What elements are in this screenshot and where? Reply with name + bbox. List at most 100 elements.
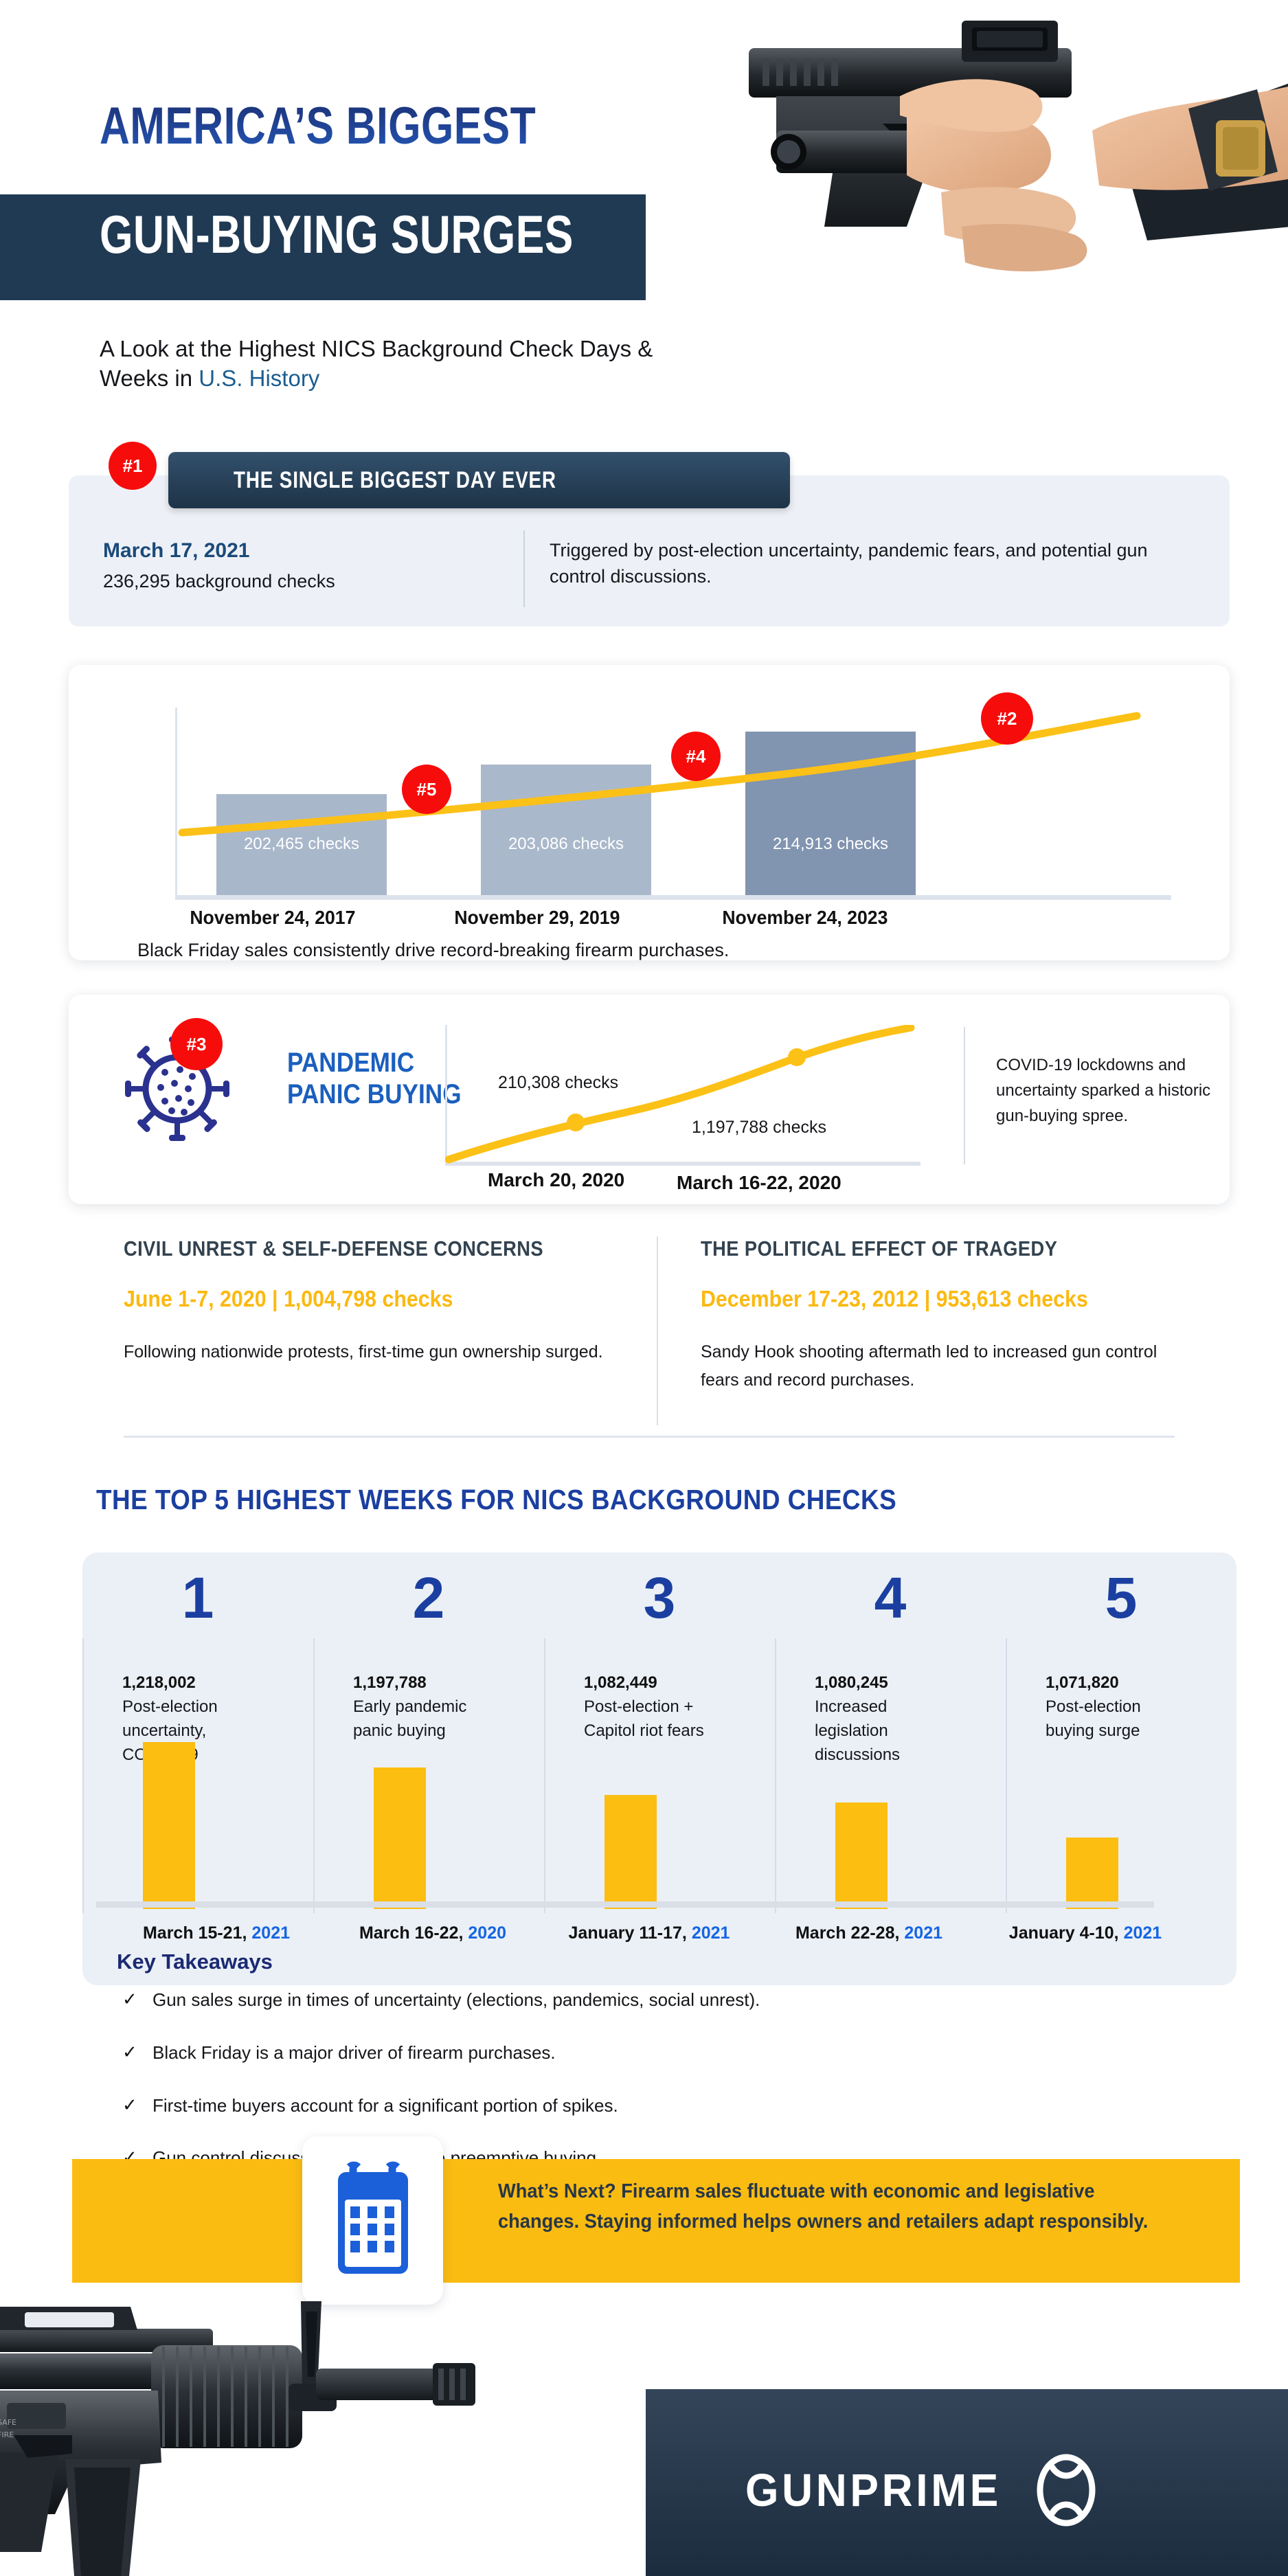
bar-2017: 202,465 checks [216,794,387,895]
rank-number-3: 3 [643,1566,676,1630]
civil-unrest-column: CIVIL UNREST & SELF-DEFENSE CONCERNS Jun… [124,1236,605,1366]
single-biggest-day-date: March 17, 2021 [103,539,250,562]
column-separator [775,1638,776,1913]
checks-desc-4: Increased legislation discussions [815,1697,901,1764]
crosshair-icon [1037,2454,1096,2527]
date-year-2: 2020 [468,1923,507,1943]
pandemic-point2-label: 1,197,788 checks [692,1118,826,1137]
top5-panel [82,1552,1236,1985]
bar-label-2019: 203,086 checks [508,835,624,853]
top5-item-3: 3 1,082,449 Post-election + Capitol riot… [544,1552,775,1985]
check-icon: ✓ [122,1989,137,2009]
single-biggest-day-header-bar: THE SINGLE BIGGEST DAY EVER [168,452,790,508]
date-label-2017: November 24, 2017 [190,907,356,928]
bar-3 [605,1795,657,1909]
date-text-5: January 4-10, [1008,1923,1124,1943]
two-column-section: CIVIL UNREST & SELF-DEFENSE CONCERNS Jun… [69,1236,1230,1443]
column-separator [313,1638,315,1913]
checks-number-1: 1,218,002 [122,1673,196,1692]
top5-date-4: March 22-28, 2021 [756,1923,982,1943]
civil-unrest-body: Following nationwide protests, first-tim… [124,1342,603,1362]
political-effect-heading: THE POLITICAL EFFECT OF TRAGEDY [701,1236,1058,1261]
date-year-5: 2021 [1123,1923,1162,1943]
logo-text: GUNPRIME [745,2464,1002,2516]
rank-badge-5: #5 [402,765,451,814]
takeaway-text-2: Black Friday is a major driver of firear… [152,2042,556,2063]
column-separator [544,1638,545,1913]
pandemic-point1-label: 210,308 checks [498,1073,619,1092]
check-icon: ✓ [122,2041,137,2062]
rank-number-1: 1 [181,1566,214,1630]
rank-number-5: 5 [1105,1566,1138,1630]
bar-5 [1066,1838,1118,1909]
takeaway-text-1: Gun sales surge in times of uncertainty … [152,1989,760,2010]
bar-4 [835,1803,888,1909]
date-label-2023: November 24, 2023 [722,907,888,928]
checks-desc-3: Post-election + Capitol riot fears [584,1697,704,1740]
x-axis [445,1162,920,1166]
date-year-4: 2021 [904,1923,943,1943]
rank-number-2: 2 [412,1566,445,1630]
black-friday-note: Black Friday sales consistently drive re… [137,940,730,960]
top5-date-1: March 15-21, 2021 [103,1923,330,1943]
single-biggest-day-stats: March 17, 2021 236,295 background checks [103,539,467,592]
top5-date-3: January 11-17, 2021 [532,1923,766,1943]
bar-label-2023: 214,913 checks [772,835,889,853]
date-text-2: March 16-22, [359,1923,468,1943]
check-icon: ✓ [122,2094,137,2115]
black-friday-chart: 202,465 checks 203,086 checks 214,913 ch… [175,708,1171,900]
pandemic-label-line1: PANDEMIC [287,1048,415,1078]
title-dark-band [0,194,646,300]
column-separator [1006,1638,1007,1913]
checks-number-3: 1,082,449 [584,1673,657,1692]
rank-number-4: 4 [874,1566,907,1630]
y-axis [445,1025,447,1164]
political-effect-stat: December 17-23, 2012 | 953,613 checks [701,1286,1088,1311]
whats-next-text: What’s Next? Firearm sales fluctuate wit… [498,2180,1149,2233]
date-year-3: 2021 [691,1923,730,1943]
pandemic-chart [445,1025,926,1166]
bar-2019: 203,086 checks [481,765,651,895]
top5-item-4: 4 1,080,245 Increased legislation discus… [775,1552,1006,1985]
pandemic-label: PANDEMIC PANIC BUYING [287,1047,462,1110]
key-takeaways-title: Key Takeaways [117,1950,273,1974]
list-item: ✓ First-time buyers account for a signif… [122,2094,1084,2118]
date-text-3: January 11-17, [568,1923,692,1943]
page-title-line1: AMERICA’S BIGGEST [100,97,536,155]
black-friday-date-labels: November 24, 2017 November 29, 2019 Nove… [175,907,1171,934]
single-biggest-day-description: Triggered by post-election uncertainty, … [550,540,1148,587]
top5-date-2: March 16-22, 2020 [319,1923,546,1943]
subtitle-accent: U.S. History [199,365,320,391]
page-title-line2: GUN-BUYING SURGES [100,204,574,264]
checks-number-5: 1,071,820 [1046,1673,1119,1692]
checks-desc-5: Post-election buying surge [1046,1697,1141,1740]
pandemic-point1-date: March 20, 2020 [488,1169,625,1190]
date-label-2019: November 29, 2019 [454,907,620,928]
takeaway-text-3: First-time buyers account for a signific… [152,2094,618,2116]
y-axis [175,708,177,899]
column-separator [82,1638,84,1913]
rank-badge-2: #2 [981,692,1033,745]
list-item: ✓ Gun sales surge in times of uncertaint… [122,1989,1084,2012]
single-biggest-day-checks: 236,295 background checks [103,571,335,591]
svg-text:SAFE: SAFE [0,2418,16,2427]
single-biggest-day-title: THE SINGLE BIGGEST DAY EVER [234,466,556,493]
pandemic-trend-line [445,1025,915,1164]
pandemic-label-line2: PANIC BUYING [287,1079,462,1109]
civil-unrest-stat: June 1-7, 2020 | 1,004,798 checks [124,1286,453,1311]
divider [657,1236,658,1425]
divider [523,530,525,607]
bar-label-2017: 202,465 checks [243,835,360,853]
rank-badge-1: #1 [109,442,157,490]
top5-columns: 1 1,218,002 Post-election uncertainty, C… [82,1552,1236,1985]
subtitle-text: A Look at the Highest NICS Background Ch… [100,336,653,391]
pandemic-card [69,995,1230,1204]
x-axis [175,895,1171,900]
pandemic-point2-date: March 16-22, 2020 [677,1172,841,1193]
ar15-rifle-photo: SAFE FIRE [0,2287,783,2576]
pandemic-description: COVID-19 lockdowns and uncertainty spark… [996,1056,1211,1126]
calendar-icon-box [302,2136,443,2305]
whats-next-banner [72,2159,1240,2283]
political-effect-column: THE POLITICAL EFFECT OF TRAGEDY December… [701,1236,1182,1394]
